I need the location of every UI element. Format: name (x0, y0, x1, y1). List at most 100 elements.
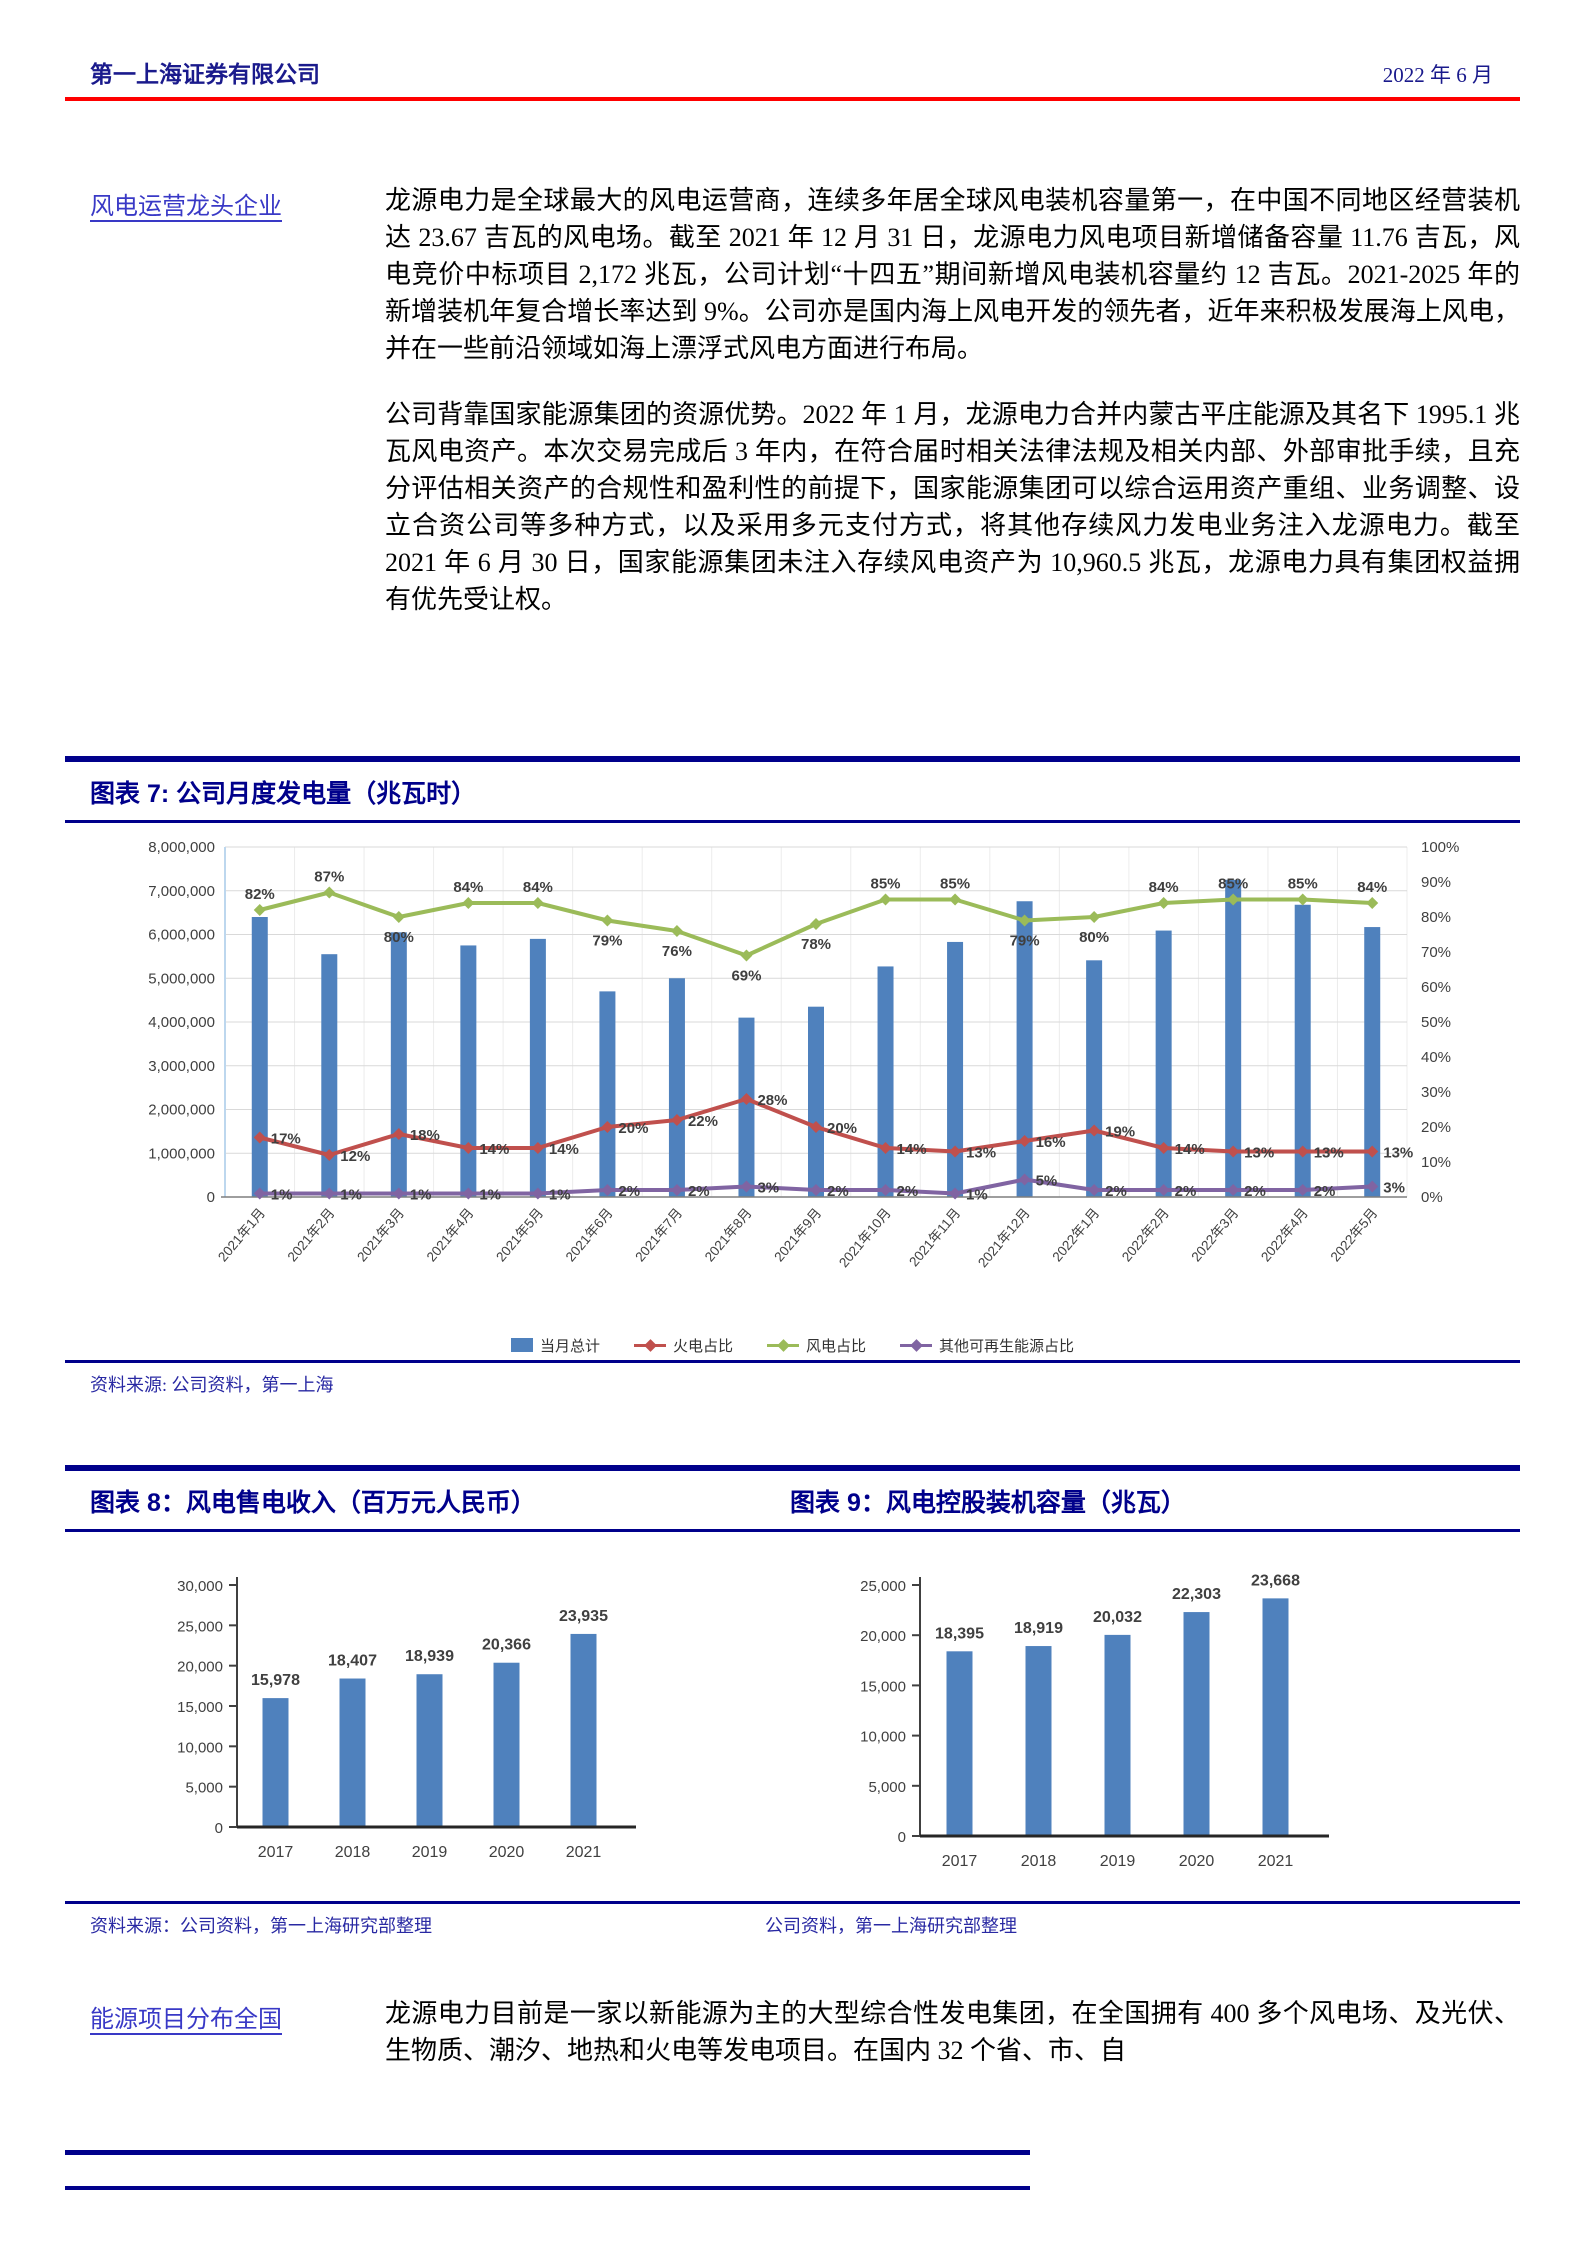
svg-text:4,000,000: 4,000,000 (148, 1014, 215, 1031)
svg-text:22%: 22% (688, 1113, 718, 1130)
svg-text:78%: 78% (801, 936, 831, 953)
header-red-rule (65, 97, 1520, 101)
svg-text:18,919: 18,919 (1014, 1620, 1063, 1637)
svg-text:8,000,000: 8,000,000 (148, 839, 215, 856)
svg-text:1%: 1% (410, 1187, 432, 1204)
footer-rule-1 (65, 2150, 1030, 2155)
figure89-box: 图表 8：风电售电收入（百万元人民币） 图表 9：风电控股装机容量（兆瓦） 0 5… (65, 1465, 1520, 1944)
legend-label-monthly-total: 当月总计 (539, 1337, 600, 1355)
legend-item-thermal-share: 火电占比 (633, 1335, 733, 1356)
legend-thermal-swatch (633, 1338, 666, 1352)
svg-text:10,000: 10,000 (860, 1729, 906, 1746)
legend-item-monthly-total: 当月总计 (510, 1335, 600, 1356)
svg-text:3,000,000: 3,000,000 (148, 1058, 215, 1075)
svg-text:82%: 82% (245, 886, 275, 903)
svg-text:1%: 1% (479, 1187, 501, 1204)
svg-text:2%: 2% (1244, 1183, 1266, 1200)
svg-text:2019: 2019 (1100, 1853, 1136, 1870)
svg-text:2021年4月: 2021年4月 (424, 1205, 477, 1264)
svg-text:84%: 84% (453, 879, 483, 896)
figure8-source-cell: 资料来源：公司资料，第一上海研究部整理 (65, 1904, 765, 1944)
svg-text:2021年7月: 2021年7月 (632, 1205, 685, 1264)
svg-text:2%: 2% (897, 1183, 919, 1200)
svg-text:5,000: 5,000 (185, 1780, 223, 1797)
svg-text:20,000: 20,000 (860, 1628, 906, 1645)
company-name: 第一上海证券有限公司 (90, 62, 320, 87)
svg-text:2%: 2% (1175, 1183, 1197, 1200)
svg-text:76%: 76% (662, 943, 692, 960)
section-wind-body: 龙源电力是全球最大的风电运营商，连续多年居全球风电装机容量第一，在中国不同地区经… (385, 182, 1520, 647)
svg-text:18,939: 18,939 (405, 1648, 454, 1665)
svg-text:87%: 87% (314, 869, 344, 886)
svg-text:13%: 13% (1383, 1145, 1413, 1162)
svg-text:12%: 12% (340, 1148, 370, 1165)
svg-text:18,407: 18,407 (328, 1653, 377, 1670)
svg-text:20%: 20% (1421, 1119, 1451, 1136)
monthly-generation-chart: 0 1,000,000 2,000,000 3,000,000 4,000,000 5,0… (148, 839, 1459, 1270)
svg-text:23,668: 23,668 (1251, 1572, 1300, 1589)
legend-other-swatch (900, 1338, 933, 1352)
figure9-source-cell: 公司资料，第一上海研究部整理 (765, 1904, 1017, 1944)
svg-text:3%: 3% (757, 1180, 779, 1197)
footer-rule-2 (65, 2186, 1030, 2190)
wind-sales-revenue-chart: 0 5,000 10,000 15,000 20,000 25,000 30,000 15,9… (177, 1577, 636, 1861)
figure89-top-rule (65, 1465, 1520, 1471)
svg-text:50%: 50% (1421, 1014, 1451, 1031)
figure8-title: 图表 8：风电售电收入（百万元人民币） (90, 1489, 536, 1517)
figure9-chart-cell: 0 5,000 10,000 15,000 20,000 25,000 18,395 2017… (765, 1552, 1485, 1897)
figure9-title: 图表 9：风电控股装机容量（兆瓦） (790, 1489, 1186, 1517)
svg-text:1,000,000: 1,000,000 (148, 1145, 215, 1162)
svg-text:30%: 30% (1421, 1084, 1451, 1101)
svg-text:15,000: 15,000 (177, 1699, 223, 1716)
svg-text:10,000: 10,000 (177, 1739, 223, 1756)
legend-item-other-renewables-share: 其他可再生能源占比 (900, 1335, 1074, 1356)
svg-text:100%: 100% (1421, 839, 1459, 856)
figure7-title: 图表 7: 公司月度发电量（兆瓦时） (90, 780, 477, 808)
svg-text:84%: 84% (1149, 879, 1179, 896)
svg-text:70%: 70% (1421, 944, 1451, 961)
wind-installed-capacity-chart: 0 5,000 10,000 15,000 20,000 25,000 18,395 2017… (860, 1572, 1329, 1870)
diamond-marker-icon (777, 1338, 790, 1352)
figure89-charts-row: 0 5,000 10,000 15,000 20,000 25,000 30,000 15,9… (65, 1552, 1520, 1897)
svg-text:2021年10月: 2021年10月 (836, 1205, 894, 1270)
svg-text:5%: 5% (1036, 1173, 1058, 1190)
chart7-legend: 当月总计 火电占比 风电占比 其他可再生能源占比 (65, 1330, 1520, 1360)
report-date: 2022 年 6 月 (1382, 63, 1493, 87)
figure7-source: 资料来源: 公司资料，第一上海 (90, 1375, 334, 1395)
svg-text:79%: 79% (592, 933, 622, 950)
svg-text:2022年3月: 2022年3月 (1188, 1205, 1241, 1264)
svg-text:2021年5月: 2021年5月 (493, 1205, 546, 1264)
svg-text:14%: 14% (549, 1141, 579, 1158)
wind-paragraph-1: 龙源电力是全球最大的风电运营商，连续多年居全球风电装机容量第一，在中国不同地区经… (385, 186, 1520, 363)
svg-text:2%: 2% (618, 1183, 640, 1200)
svg-text:7,000,000: 7,000,000 (148, 883, 215, 900)
section-energy-heading: 能源项目分布全国 (90, 2007, 282, 2033)
svg-text:2022年4月: 2022年4月 (1258, 1205, 1311, 1264)
energy-paragraph: 龙源电力目前是一家以新能源为主的大型综合性发电集团，在全国拥有 400 多个风电… (385, 1999, 1520, 2065)
svg-text:14%: 14% (1175, 1141, 1205, 1158)
svg-text:23,935: 23,935 (559, 1608, 608, 1625)
svg-text:90%: 90% (1421, 874, 1451, 891)
svg-text:69%: 69% (731, 968, 761, 985)
svg-text:1%: 1% (549, 1187, 571, 1204)
svg-text:2021年12月: 2021年12月 (975, 1205, 1033, 1270)
diamond-marker-icon (910, 1338, 923, 1352)
svg-text:2022年1月: 2022年1月 (1049, 1205, 1102, 1264)
section-wind-leader: 风电运营龙头企业 龙源电力是全球最大的风电运营商，连续多年居全球风电装机容量第一… (65, 182, 1520, 647)
svg-text:2022年5月: 2022年5月 (1328, 1205, 1381, 1264)
svg-text:6,000,000: 6,000,000 (148, 927, 215, 944)
svg-text:2%: 2% (827, 1183, 849, 1200)
svg-text:84%: 84% (1357, 879, 1387, 896)
legend-item-wind-share: 风电占比 (767, 1335, 866, 1356)
svg-text:5,000,000: 5,000,000 (148, 970, 215, 987)
svg-text:1%: 1% (340, 1187, 362, 1204)
svg-text:15,000: 15,000 (860, 1678, 906, 1695)
svg-text:2018: 2018 (1021, 1853, 1057, 1870)
svg-text:16%: 16% (1036, 1134, 1066, 1151)
figure89-bottom-rule (65, 1901, 1520, 1904)
figure89-titles-row: 图表 8：风电售电收入（百万元人民币） 图表 9：风电控股装机容量（兆瓦） (65, 1471, 1520, 1529)
svg-text:5,000: 5,000 (868, 1779, 906, 1796)
section-wind-heading-cell: 风电运营龙头企业 (65, 182, 385, 647)
figure89-title-rule (65, 1529, 1520, 1532)
diamond-marker-icon (644, 1338, 657, 1352)
